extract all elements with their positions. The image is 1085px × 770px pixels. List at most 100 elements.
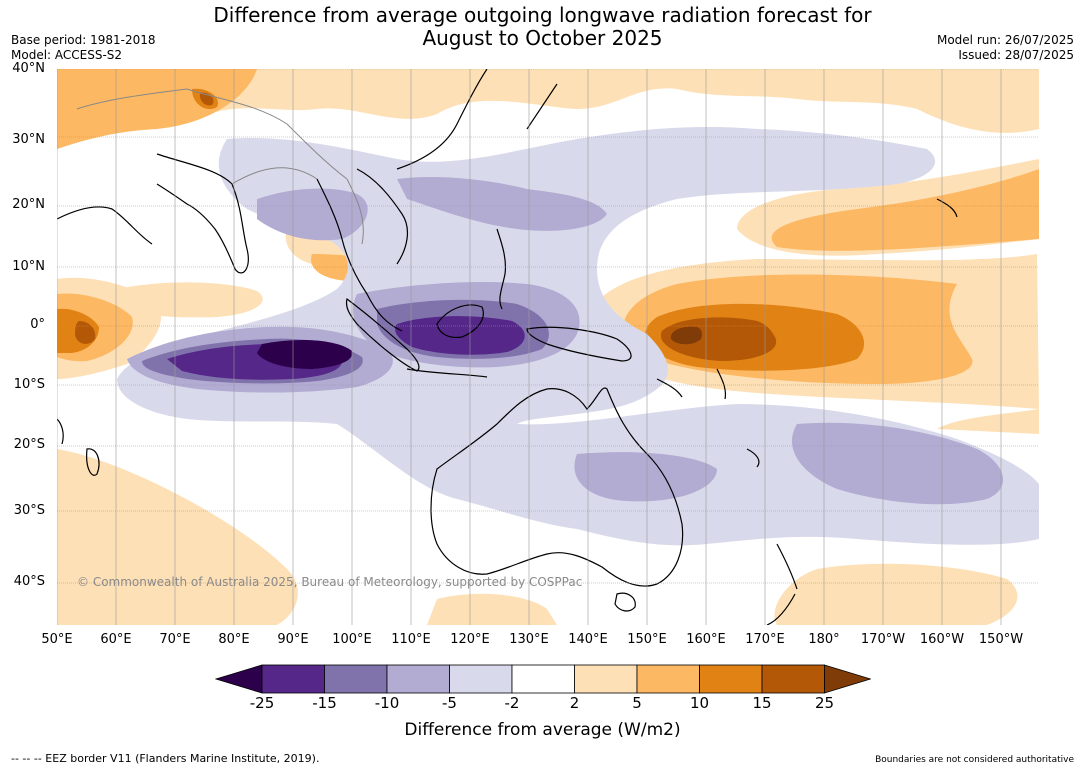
lon-label: 140°E — [568, 632, 608, 647]
w-indian-core — [75, 321, 96, 344]
lat-label: 0° — [30, 317, 45, 332]
indian-ocean-neg-max — [257, 339, 353, 369]
solomon-islands — [656, 378, 683, 398]
lon-label: 110°E — [391, 632, 431, 647]
map-svg — [57, 69, 1039, 625]
tasman-neg — [791, 422, 1004, 505]
meridians — [57, 69, 1002, 625]
lon-label: 170°E — [745, 632, 785, 647]
lon-label: 160°E — [686, 632, 726, 647]
colorbar-tick-label: 25 — [814, 694, 835, 712]
lon-label: 150°W — [978, 632, 1024, 647]
new-zealand — [766, 543, 798, 625]
colorbar-tick-label: 10 — [689, 694, 710, 712]
lat-label: 30°S — [13, 503, 45, 518]
colorbar-cell — [761, 664, 825, 694]
colorbar-tick-label: 15 — [752, 694, 772, 712]
malay-peninsula — [316, 178, 403, 332]
olr-anomaly-map — [57, 69, 1039, 625]
copyright-notice: © Commonwealth of Australia 2025, Bureau… — [77, 575, 583, 589]
lon-label: 80°E — [218, 632, 250, 647]
north-band-light — [57, 69, 1039, 139]
colorbar-cell — [324, 664, 388, 694]
colorbar-cell — [699, 664, 763, 694]
pacific-max — [670, 326, 702, 345]
colorbar — [215, 664, 871, 694]
boundaries-disclaimer: Boundaries are not considered authoritat… — [875, 755, 1074, 765]
new-guinea — [526, 326, 632, 362]
border-central-asia — [76, 88, 348, 180]
south-ocean-light — [427, 593, 557, 625]
colorbar-tick-label: 5 — [632, 694, 642, 712]
tasmania — [614, 592, 636, 612]
colorbar-cell — [574, 664, 638, 694]
colorbar-over-triangle — [824, 664, 871, 694]
colorbar-cell — [449, 664, 513, 694]
lat-label: 40°S — [13, 574, 45, 589]
colorbar-cell — [511, 664, 575, 694]
asia-warm-zone — [57, 69, 257, 149]
coastlines — [57, 69, 958, 625]
indochina-coast — [356, 168, 409, 265]
lon-label: 130°E — [509, 632, 549, 647]
lat-label: 10°N — [12, 259, 45, 274]
issued-date: Issued: 28/07/2025 — [958, 48, 1074, 62]
colorbar-tick-label: -5 — [442, 694, 457, 712]
india-neg — [257, 188, 368, 241]
lat-label: 30°N — [12, 132, 45, 147]
madagascar — [86, 448, 100, 476]
lon-label: 180° — [808, 632, 840, 647]
lon-label: 150°E — [627, 632, 667, 647]
lon-label: 50°E — [41, 632, 73, 647]
colorbar-tick-label: -2 — [504, 694, 520, 712]
africa-coast — [57, 418, 64, 445]
lat-label: 20°S — [13, 437, 45, 452]
model-run: Model run: 26/07/2025 — [936, 33, 1074, 47]
country-borders — [76, 88, 364, 245]
south-indian-light — [57, 449, 298, 625]
base-period: Base period: 1981-2018 — [11, 33, 156, 47]
map-title: Difference from average outgoing longwav… — [0, 4, 1085, 50]
pacific-south-edge — [937, 409, 1039, 434]
eez-footnote: -- -- -- EEZ border V11 (Flanders Marine… — [11, 752, 320, 765]
lon-label: 170°W — [860, 632, 906, 647]
lon-label: 60°E — [100, 632, 132, 647]
colorbar-label: Difference from average (W/m2) — [404, 720, 681, 740]
border-south-asia — [231, 167, 318, 185]
colorbar-cell — [261, 664, 325, 694]
lon-label: 70°E — [159, 632, 191, 647]
lon-label: 100°E — [332, 632, 372, 647]
arabia-coast — [57, 206, 153, 245]
scs-neg — [397, 177, 607, 231]
hawaii — [936, 198, 958, 218]
border-indochina — [346, 178, 364, 245]
title-line-2: August to October 2025 — [422, 26, 663, 50]
negative-anomaly-regions — [117, 127, 1039, 546]
lon-label: 120°E — [450, 632, 490, 647]
java — [406, 368, 488, 378]
run-info: Model run: 26/07/2025 Issued: 28/07/2025 — [937, 33, 1074, 63]
colorbar-tick-label: 2 — [569, 694, 580, 712]
colorbar-cells — [215, 664, 871, 694]
china-coast — [396, 69, 488, 170]
arabian-sea-light — [117, 282, 263, 318]
colorbar-under-triangle — [215, 664, 263, 694]
colorbar-cell — [386, 664, 450, 694]
title-line-1: Difference from average outgoing longwav… — [213, 3, 872, 27]
model-name: Model: ACCESS-S2 — [11, 48, 123, 62]
philippines — [496, 228, 507, 310]
australia — [430, 387, 684, 587]
lon-label: 90°E — [277, 632, 309, 647]
borneo — [436, 304, 484, 339]
colorbar-tick-label: -10 — [374, 694, 400, 712]
lat-label: 10°S — [13, 377, 45, 392]
australia-neg — [574, 452, 717, 502]
lon-label: 160°W — [919, 632, 965, 647]
colorbar-tick-label: -15 — [312, 694, 337, 712]
pacific-north-warm — [771, 169, 1039, 251]
lat-label: 20°N — [12, 197, 45, 212]
lat-label: 40°N — [12, 61, 45, 76]
model-info: Base period: 1981-2018 Model: ACCESS-S2 — [11, 33, 156, 63]
new-caledonia — [746, 448, 760, 468]
gridlines — [57, 69, 1039, 584]
